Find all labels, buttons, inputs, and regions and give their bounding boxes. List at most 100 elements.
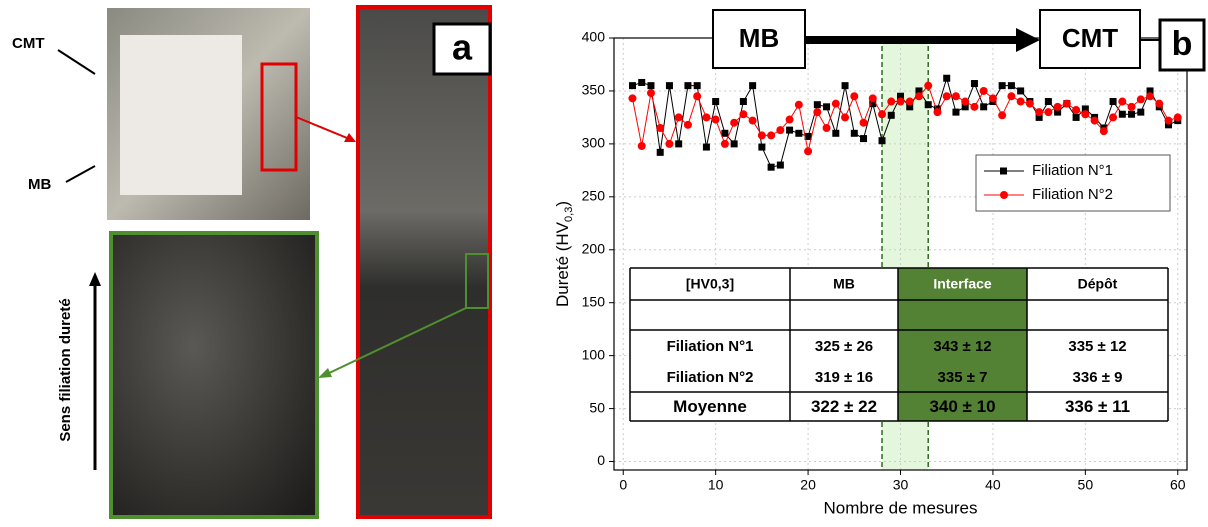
table-highlight <box>898 268 1027 421</box>
table-cell: 336 ± 9 <box>1073 369 1123 386</box>
zone-box <box>712 9 806 69</box>
marker <box>832 129 840 137</box>
marker <box>850 129 858 137</box>
marker <box>860 135 868 143</box>
marker <box>1044 108 1053 117</box>
arrow <box>57 49 96 75</box>
y-axis-label: Dureté (HV0,3) <box>553 201 574 307</box>
zone-label: CMT <box>1062 23 1118 53</box>
table-cell: 325 ± 26 <box>815 338 873 355</box>
marker <box>1072 106 1081 114</box>
y-tick-label: 250 <box>582 188 606 204</box>
legend-label: Filiation N°1 <box>1032 162 1113 179</box>
marker <box>748 116 757 125</box>
marker <box>757 131 766 140</box>
marker <box>1109 113 1118 122</box>
marker <box>674 113 683 122</box>
marker <box>749 82 757 90</box>
marker <box>647 82 655 90</box>
marker <box>1081 110 1090 119</box>
marker <box>684 82 692 90</box>
marker <box>785 115 794 124</box>
marker <box>711 115 720 124</box>
table-cell: Interface <box>933 276 992 292</box>
marker <box>665 82 673 90</box>
marker <box>933 108 942 117</box>
marker <box>859 118 868 127</box>
marker <box>823 103 831 111</box>
marker <box>878 137 886 145</box>
y-tick-label: 300 <box>582 135 606 151</box>
photo-label: CMT <box>12 35 45 52</box>
marker <box>998 82 1006 90</box>
marker <box>961 103 969 111</box>
marker <box>638 78 646 86</box>
marker <box>1164 116 1173 125</box>
marker <box>758 143 766 151</box>
marker <box>628 82 636 90</box>
marker <box>1099 127 1108 136</box>
y-tick-label: 400 <box>582 29 606 45</box>
marker <box>1016 97 1025 106</box>
marker <box>730 118 739 127</box>
marker <box>1035 108 1044 117</box>
marker <box>878 110 887 119</box>
x-axis-label: Nombre de mesures <box>823 498 977 517</box>
marker <box>1146 87 1154 95</box>
marker <box>739 98 747 106</box>
arrowhead <box>344 133 356 142</box>
y-axis-label-sub: 0,3 <box>563 207 575 222</box>
table-cell: 340 ± 10 <box>929 397 995 416</box>
y-tick-label: 50 <box>589 399 605 415</box>
marker <box>914 92 923 101</box>
zone-arrowhead <box>1016 28 1040 52</box>
x-tick-label: 10 <box>708 477 724 493</box>
marker <box>1081 105 1089 113</box>
legend-marker <box>1000 167 1007 175</box>
marker <box>951 92 960 101</box>
table-cell: Filiation N°1 <box>667 338 754 355</box>
marker <box>813 101 821 109</box>
marker <box>850 92 859 101</box>
y-tick-label: 0 <box>597 452 605 468</box>
marker <box>1007 92 1016 101</box>
marker <box>1128 110 1136 118</box>
marker <box>776 161 784 169</box>
table-cell: Dépôt <box>1078 276 1118 292</box>
marker <box>943 74 951 82</box>
marker <box>813 108 822 117</box>
marker <box>646 89 655 98</box>
x-tick-label: 0 <box>619 477 627 493</box>
panel-label-box <box>432 22 492 76</box>
y-tick-label: 350 <box>582 82 606 98</box>
arrowhead <box>318 368 332 378</box>
table-cell: 335 ± 7 <box>938 369 988 386</box>
marker <box>1053 102 1062 111</box>
marker <box>1007 82 1015 90</box>
marker <box>1137 108 1145 116</box>
marker <box>924 81 933 90</box>
marker <box>1173 113 1182 122</box>
x-tick-label: 30 <box>893 477 909 493</box>
marker <box>979 86 988 95</box>
panel-label: b <box>1172 25 1193 63</box>
x-tick-label: 20 <box>800 477 816 493</box>
marker <box>887 111 895 119</box>
marker <box>1127 102 1136 111</box>
marker <box>970 80 978 88</box>
marker <box>869 100 877 108</box>
marker <box>988 94 997 103</box>
panel-label-box <box>1158 18 1206 72</box>
marker <box>1136 95 1145 104</box>
marker <box>721 129 729 137</box>
marker <box>1017 87 1025 95</box>
marker <box>683 120 692 129</box>
arrow <box>295 116 353 141</box>
y-axis-label-main: Dureté (HV <box>553 221 572 307</box>
y-tick-label: 100 <box>582 346 606 362</box>
x-tick-label: 50 <box>1078 477 1094 493</box>
marker <box>730 140 738 148</box>
marker <box>887 97 896 106</box>
marker <box>767 163 775 171</box>
marker <box>906 103 914 111</box>
